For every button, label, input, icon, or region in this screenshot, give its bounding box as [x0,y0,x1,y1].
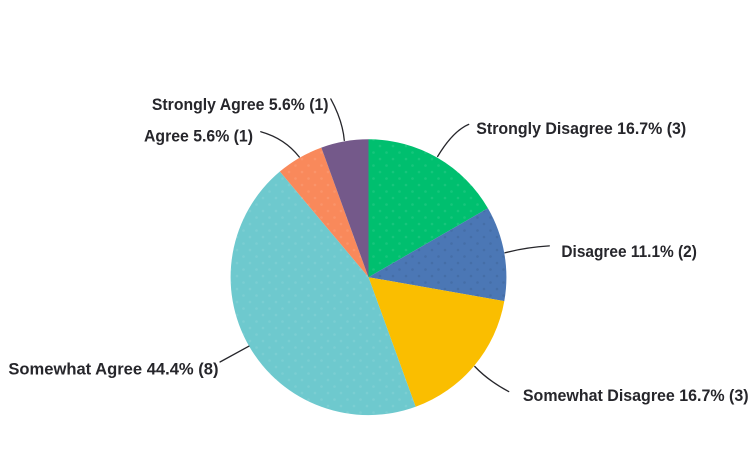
svg-text:Disagree 11.1% (2): Disagree 11.1% (2) [561,243,697,261]
svg-text:Strongly Agree 5.6% (1): Strongly Agree 5.6% (1) [152,96,329,114]
svg-text:Somewhat Agree 44.4% (8): Somewhat Agree 44.4% (8) [8,361,218,379]
svg-text:Strongly Disagree 16.7% (3): Strongly Disagree 16.7% (3) [476,120,686,138]
svg-text:Somewhat Disagree 16.7% (3): Somewhat Disagree 16.7% (3) [523,387,749,405]
svg-text:Agree 5.6% (1): Agree 5.6% (1) [144,128,253,146]
